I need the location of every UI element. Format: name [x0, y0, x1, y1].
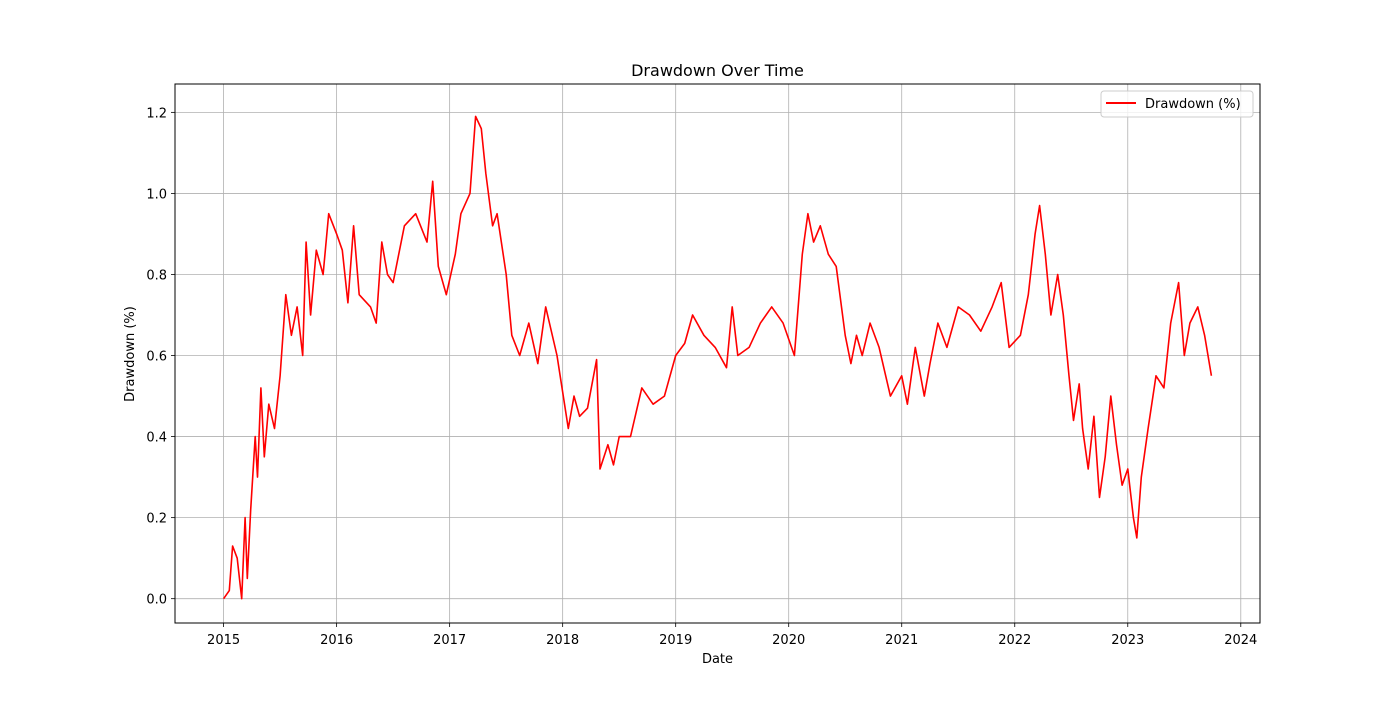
chart-title: Drawdown Over Time	[631, 61, 804, 80]
x-axis-label: Date	[702, 652, 733, 667]
x-tick-label: 2024	[1224, 633, 1257, 648]
x-tick-label: 2017	[433, 633, 466, 648]
x-tick-label: 2020	[772, 633, 805, 648]
x-tick-label: 2016	[320, 633, 353, 648]
y-tick-label: 0.8	[146, 268, 167, 283]
y-tick-label: 0.0	[146, 593, 167, 608]
y-tick-label: 1.2	[146, 106, 167, 121]
x-tick-label: 2023	[1111, 633, 1144, 648]
legend-label: Drawdown (%)	[1145, 97, 1241, 112]
y-tick-label: 0.2	[146, 512, 167, 527]
y-tick-label: 0.6	[146, 350, 167, 365]
legend: Drawdown (%)	[1101, 91, 1253, 117]
y-axis-label: Drawdown (%)	[123, 306, 138, 402]
y-tick-label: 0.4	[146, 431, 167, 446]
y-tick-label: 1.0	[146, 187, 167, 202]
plot-area	[175, 84, 1260, 623]
x-tick-label: 2019	[659, 633, 692, 648]
x-tick-label: 2018	[546, 633, 579, 648]
x-tick-label: 2015	[207, 633, 240, 648]
x-tick-label: 2022	[998, 633, 1031, 648]
x-tick-label: 2021	[885, 633, 918, 648]
